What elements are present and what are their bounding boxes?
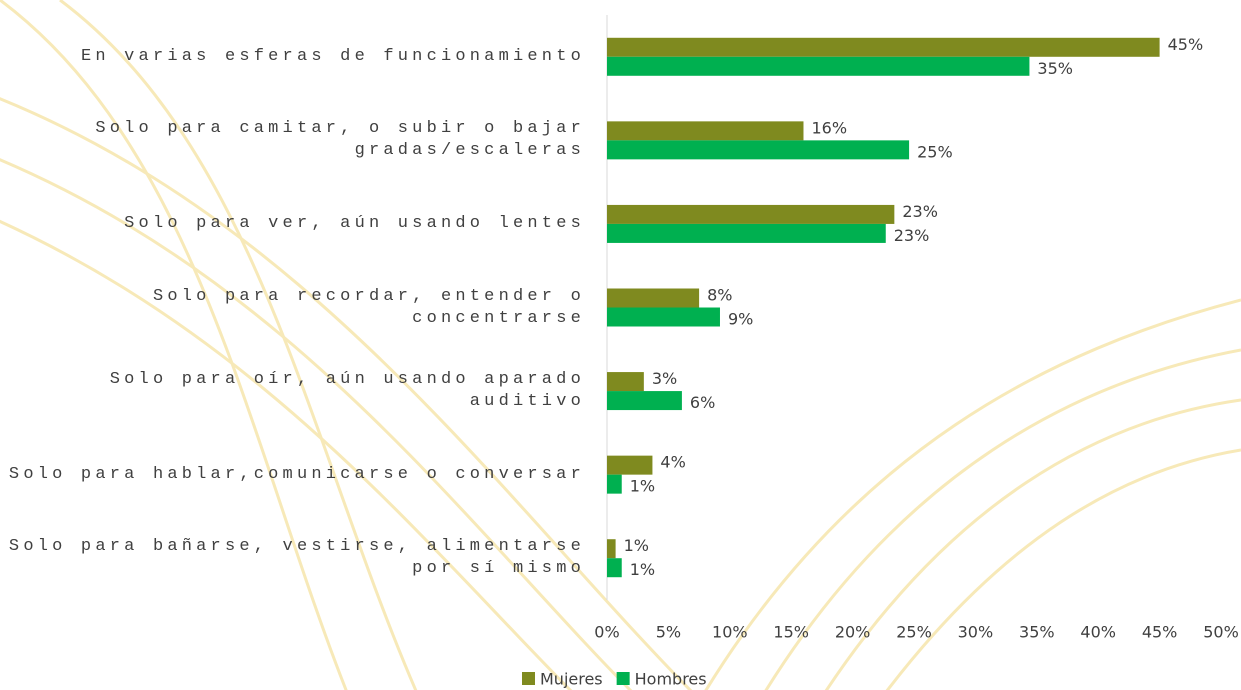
- x-tick-label: 10%: [712, 623, 748, 642]
- category-label: En varias esferas de funcionamiento: [80, 46, 585, 66]
- legend-swatch: [616, 672, 630, 685]
- bar: [607, 372, 644, 392]
- category-label: Solo para oír, aún usando aparado auditi…: [109, 370, 585, 412]
- category-label: Solo para camitar, o subir o bajar grada…: [95, 119, 585, 161]
- category-label: Solo para hablar,comunicarse o conversar: [8, 464, 585, 484]
- category-label: Solo para recordar, entender o concentra…: [152, 286, 585, 328]
- bar: [607, 204, 895, 224]
- x-tick-label: 20%: [835, 623, 871, 642]
- bar: [607, 391, 682, 411]
- value-label: 16%: [811, 118, 847, 137]
- value-label: 23%: [902, 202, 938, 221]
- value-label: 1%: [630, 477, 655, 496]
- bar: [607, 307, 720, 327]
- x-tick-label: 25%: [896, 623, 932, 642]
- bar: [607, 121, 804, 141]
- x-tick-label: 15%: [773, 623, 809, 642]
- bar: [607, 558, 622, 578]
- value-label: 8%: [707, 286, 732, 305]
- value-label: 1%: [630, 560, 655, 579]
- value-label: 9%: [728, 310, 753, 329]
- x-tick-label: 40%: [1080, 623, 1116, 642]
- bar: [607, 539, 616, 559]
- bar: [607, 56, 1030, 76]
- bar: [607, 37, 1160, 57]
- bar: [607, 140, 910, 160]
- value-label: 6%: [690, 393, 715, 412]
- value-label: 35%: [1037, 59, 1073, 78]
- x-tick-label: 30%: [958, 623, 994, 642]
- category-label: Solo para ver, aún usando lentes: [124, 213, 585, 233]
- value-label: 23%: [894, 226, 930, 245]
- category-label: Solo para bañarse, vestirse, alimentarse…: [8, 537, 585, 579]
- x-tick-label: 0%: [594, 623, 619, 642]
- x-tick-label: 45%: [1142, 623, 1178, 642]
- legend-swatch: [522, 672, 535, 685]
- value-label: 25%: [917, 142, 953, 161]
- x-tick-label: 35%: [1019, 623, 1055, 642]
- bar: [607, 474, 622, 494]
- bar: [607, 455, 653, 475]
- bar: [607, 223, 886, 243]
- bar: [607, 288, 700, 308]
- legend-label: Hombres: [635, 670, 707, 689]
- value-label: 1%: [624, 536, 649, 555]
- x-tick-label: 5%: [656, 623, 681, 642]
- value-label: 4%: [660, 453, 685, 472]
- x-tick-label: 50%: [1203, 623, 1239, 642]
- value-label: 45%: [1168, 35, 1204, 54]
- value-label: 3%: [652, 369, 677, 388]
- legend-label: Mujeres: [540, 670, 603, 689]
